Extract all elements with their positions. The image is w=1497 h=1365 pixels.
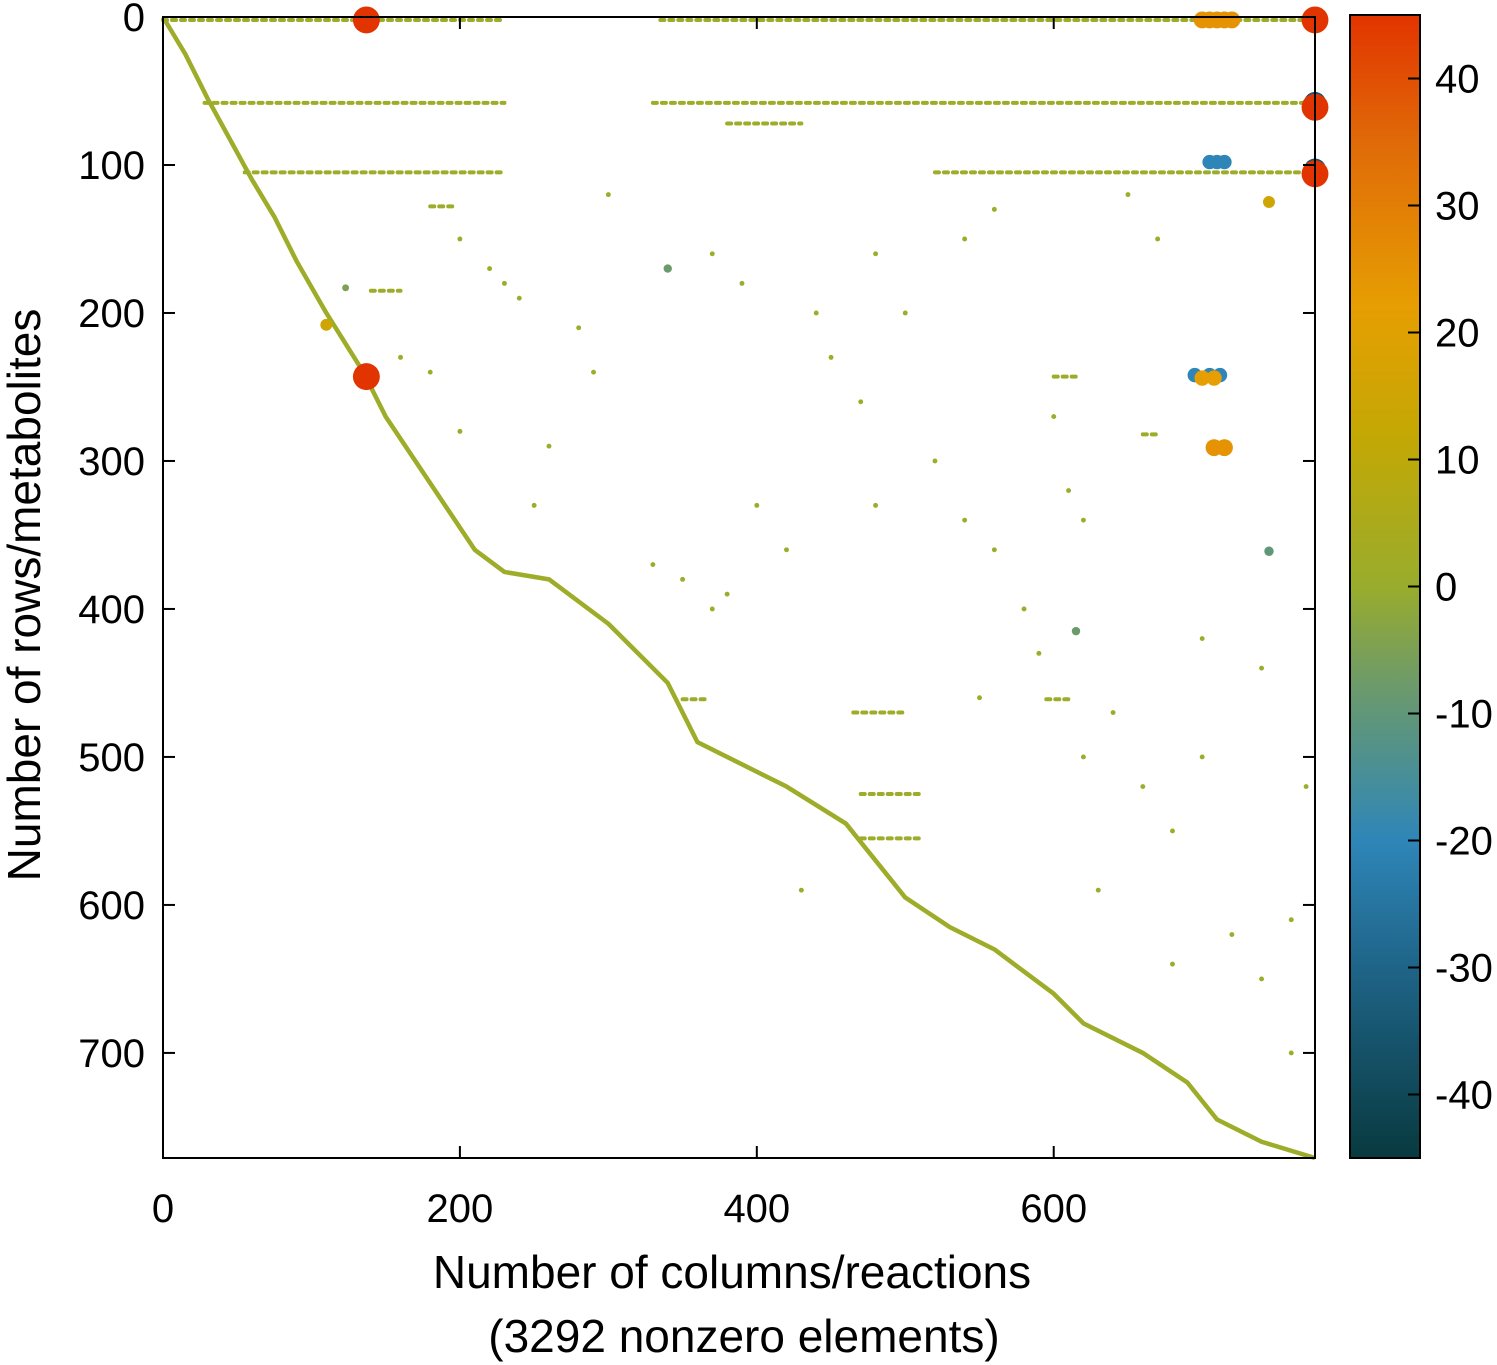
x-axis-label-line2: (3292 nonzero elements) [488,1310,999,1362]
colorbar-tick-label: -20 [1435,820,1493,864]
data-point [828,354,834,360]
data-point [1021,606,1027,612]
x-axis-label: Number of columns/reactions [433,1246,1031,1298]
data-point [352,6,380,34]
colorbar-tick-label: 0 [1435,566,1457,610]
data-point [487,266,493,272]
y-tick-label: 0 [123,0,145,40]
data-point [1288,917,1294,923]
data-point [1080,754,1086,760]
colorbar-tick-label: -10 [1435,693,1493,737]
colorbar-tick-label: 20 [1435,312,1480,356]
data-point [427,369,433,375]
colorbar-tick-label: 40 [1435,58,1480,102]
data-point [1051,414,1057,420]
data-point [680,576,686,582]
data-point [1080,517,1086,523]
data-point [531,502,537,508]
data-point [1303,784,1309,789]
data-point [873,502,879,508]
data-point [650,562,656,568]
data-point [320,318,333,331]
data-point [991,206,997,212]
data-point [1206,370,1222,386]
data-point [663,264,672,273]
data-point [342,284,350,292]
data-point [1199,636,1205,642]
data-point [1071,626,1081,636]
data-point [1125,192,1131,198]
colorbar-tick-label: -40 [1435,1074,1493,1118]
data-point [605,192,611,198]
data-point [962,236,968,242]
y-tick-label: 100 [78,144,145,188]
colorbar-tick-label: 30 [1435,185,1480,229]
x-tick-label: 400 [723,1187,790,1231]
data-point [1215,439,1233,457]
data-point [1194,370,1210,386]
data-point [754,502,760,508]
data-point [1095,887,1101,893]
y-tick-label: 300 [78,440,145,484]
data-point [813,310,819,316]
data-point [858,399,864,405]
data-point [516,295,522,301]
data-point [873,251,879,257]
y-tick-label: 600 [78,884,145,928]
data-point [591,369,596,375]
data-point [1259,976,1265,982]
data-point [576,325,582,331]
data-point [1170,961,1175,967]
data-point [1259,665,1265,671]
y-axis-label: Number of rows/metabolites [0,309,50,882]
data-point [1223,11,1241,29]
marks-layer [161,6,1329,1161]
data-point [724,591,730,597]
data-point [798,887,804,893]
x-tick-label: 600 [1020,1187,1087,1231]
y-tick-label: 200 [78,292,145,336]
data-point [352,363,380,391]
data-point [1288,1050,1294,1056]
data-point [1199,754,1205,760]
diagonal-band [161,15,1316,1161]
data-point [709,606,715,612]
colorbar-tick-label: -30 [1435,947,1493,991]
data-point [977,695,982,701]
data-point [932,458,938,464]
data-point [1263,196,1275,208]
x-tick-label: 0 [152,1187,174,1231]
colorbar-tick-label: 10 [1435,439,1480,483]
data-point [1264,546,1274,556]
data-point [784,547,789,553]
colorbar-ticks: 40 30 20 10 0 -10 -20 -30 -40 [1408,58,1493,1118]
data-point [1140,784,1146,789]
axis-ticks: 0 200 400 600 0 100 200 300 400 500 600 700 [78,0,1315,1231]
x-tick-label: 200 [427,1187,494,1231]
data-point [501,280,507,286]
data-point [1170,828,1175,834]
data-point [546,443,552,449]
y-tick-label: 400 [78,588,145,632]
y-tick-label: 500 [78,736,145,780]
y-tick-label: 700 [78,1032,145,1076]
data-point [457,236,463,242]
data-point [991,547,997,553]
data-point [1110,710,1116,716]
data-point [1066,488,1072,494]
data-point [902,310,908,316]
data-point [1229,932,1235,937]
data-point [1155,236,1161,242]
data-point [457,428,463,434]
data-point [962,517,968,523]
data-point [1217,154,1232,170]
plot-frame [162,16,1316,1159]
data-point [739,280,745,286]
data-point [709,251,715,257]
data-point [398,354,403,360]
data-point [1036,650,1042,656]
